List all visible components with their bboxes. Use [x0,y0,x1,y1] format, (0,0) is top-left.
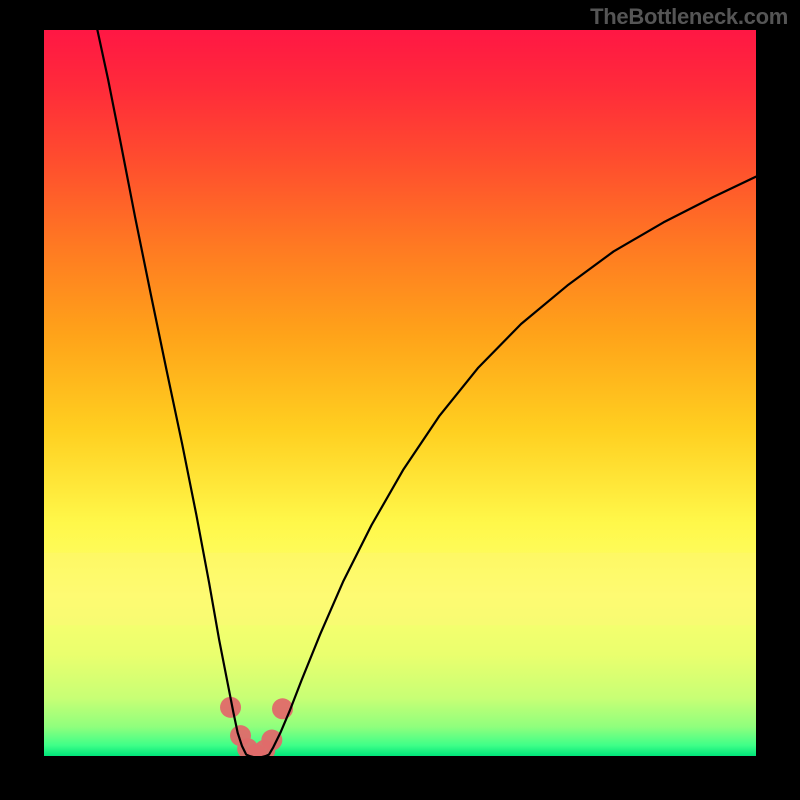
watermark-text: TheBottleneck.com [590,4,788,30]
data-marker [261,730,282,751]
plot-svg [44,30,756,756]
chart-container: TheBottleneck.com [0,0,800,800]
